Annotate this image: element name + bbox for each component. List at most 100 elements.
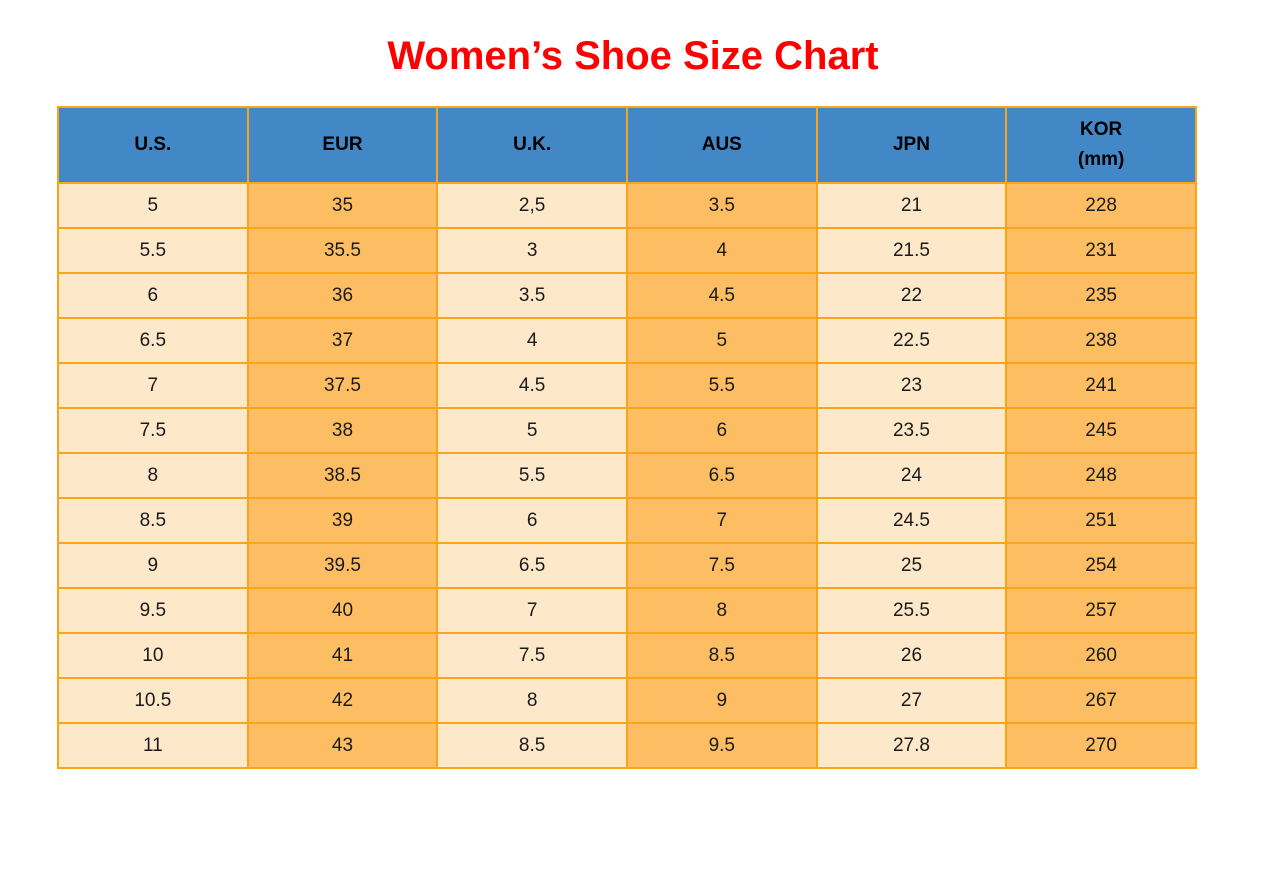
table-cell-us: 10 (57, 632, 249, 679)
table-cell-eur: 40 (246, 587, 439, 634)
table-cell-aus: 3.5 (625, 182, 818, 229)
table-row: 9.5 40 7 8 25.5 257 (57, 587, 1197, 634)
table-cell-eur: 39 (246, 497, 439, 544)
table-cell-eur: 35 (246, 182, 439, 229)
table-cell-jpn: 23.5 (815, 407, 1008, 454)
table-cell-jpn: 27 (815, 677, 1008, 724)
table-cell-uk: 5 (436, 407, 628, 454)
table-row: 8 38.5 5.5 6.5 24 248 (57, 452, 1197, 499)
column-header-kor-mm: KOR (mm) (1005, 106, 1197, 184)
column-header-aus: AUS (625, 106, 818, 184)
shoe-size-table: U.S. EUR U.K. AUS JPN KOR (mm) 5 35 2,5 3.5 21 228… (57, 106, 1197, 769)
table-cell-us: 5.5 (57, 227, 249, 274)
table-cell-us: 11 (57, 722, 249, 769)
table-cell-uk: 3.5 (436, 272, 628, 319)
table-cell-uk: 5.5 (436, 452, 628, 499)
table-cell-aus: 4.5 (625, 272, 818, 319)
table-row: 10 41 7.5 8.5 26 260 (57, 632, 1197, 679)
table-cell-uk: 4 (436, 317, 628, 364)
table-cell-us: 6 (57, 272, 249, 319)
table-cell-eur: 42 (246, 677, 439, 724)
table-cell-uk: 8.5 (436, 722, 628, 769)
table-cell-uk: 2,5 (436, 182, 628, 229)
table-row: 6 36 3.5 4.5 22 235 (57, 272, 1197, 319)
table-cell-jpn: 22 (815, 272, 1008, 319)
table-cell-aus: 5.5 (625, 362, 818, 409)
table-cell-us: 10.5 (57, 677, 249, 724)
table-cell-aus: 9 (625, 677, 818, 724)
table-cell-kor-mm: 260 (1005, 632, 1197, 679)
table-row: 10.5 42 8 9 27 267 (57, 677, 1197, 724)
table-header: U.S. EUR U.K. AUS JPN KOR (mm) (57, 106, 1197, 184)
table-cell-kor-mm: 248 (1005, 452, 1197, 499)
table-cell-jpn: 25.5 (815, 587, 1008, 634)
table-cell-eur: 37 (246, 317, 439, 364)
table-cell-kor-mm: 238 (1005, 317, 1197, 364)
table-cell-jpn: 24.5 (815, 497, 1008, 544)
table-cell-eur: 43 (246, 722, 439, 769)
table-cell-aus: 8.5 (625, 632, 818, 679)
table-cell-kor-mm: 231 (1005, 227, 1197, 274)
table-row: 8.5 39 6 7 24.5 251 (57, 497, 1197, 544)
table-row: 9 39.5 6.5 7.5 25 254 (57, 542, 1197, 589)
table-row: 5.5 35.5 3 4 21.5 231 (57, 227, 1197, 274)
table-cell-jpn: 21 (815, 182, 1008, 229)
table-cell-aus: 7 (625, 497, 818, 544)
table-cell-us: 8.5 (57, 497, 249, 544)
page-title: Women’s Shoe Size Chart (387, 34, 879, 78)
table-cell-eur: 38.5 (246, 452, 439, 499)
table-cell-kor-mm: 228 (1005, 182, 1197, 229)
table-cell-eur: 41 (246, 632, 439, 679)
table-cell-eur: 37.5 (246, 362, 439, 409)
table-cell-aus: 4 (625, 227, 818, 274)
table-row: 6.5 37 4 5 22.5 238 (57, 317, 1197, 364)
table-cell-uk: 3 (436, 227, 628, 274)
table-cell-us: 7.5 (57, 407, 249, 454)
table-cell-kor-mm: 241 (1005, 362, 1197, 409)
column-header-jpn: JPN (815, 106, 1008, 184)
table-cell-us: 6.5 (57, 317, 249, 364)
table-cell-kor-mm: 270 (1005, 722, 1197, 769)
column-header-us: U.S. (57, 106, 249, 184)
table-row: 11 43 8.5 9.5 27.8 270 (57, 722, 1197, 769)
table-cell-kor-mm: 257 (1005, 587, 1197, 634)
table-cell-eur: 35.5 (246, 227, 439, 274)
table-cell-aus: 6 (625, 407, 818, 454)
table-cell-jpn: 25 (815, 542, 1008, 589)
table-cell-us: 5 (57, 182, 249, 229)
table-cell-us: 8 (57, 452, 249, 499)
column-header-eur: EUR (246, 106, 439, 184)
table-body: 5 35 2,5 3.5 21 228 5.5 35.5 3 4 21.5 231 6 36 3.5 4.5 2… (57, 182, 1197, 769)
table-cell-us: 9.5 (57, 587, 249, 634)
table-cell-kor-mm: 254 (1005, 542, 1197, 589)
table-cell-uk: 8 (436, 677, 628, 724)
table-cell-eur: 39.5 (246, 542, 439, 589)
page: Women’s Shoe Size Chart U.S. EUR U.K. AUS JP… (0, 33, 1266, 769)
table-cell-us: 7 (57, 362, 249, 409)
table-cell-kor-mm: 235 (1005, 272, 1197, 319)
table-cell-aus: 6.5 (625, 452, 818, 499)
table-row: 7 37.5 4.5 5.5 23 241 (57, 362, 1197, 409)
table-row: 5 35 2,5 3.5 21 228 (57, 182, 1197, 229)
table-cell-jpn: 26 (815, 632, 1008, 679)
table-cell-kor-mm: 245 (1005, 407, 1197, 454)
table-cell-jpn: 24 (815, 452, 1008, 499)
table-cell-us: 9 (57, 542, 249, 589)
table-cell-uk: 6.5 (436, 542, 628, 589)
table-cell-uk: 7 (436, 587, 628, 634)
table-cell-uk: 6 (436, 497, 628, 544)
table-cell-jpn: 27.8 (815, 722, 1008, 769)
table-cell-jpn: 23 (815, 362, 1008, 409)
table-cell-uk: 4.5 (436, 362, 628, 409)
table-row: 7.5 38 5 6 23.5 245 (57, 407, 1197, 454)
table-cell-jpn: 21.5 (815, 227, 1008, 274)
table-cell-eur: 38 (246, 407, 439, 454)
table-cell-kor-mm: 267 (1005, 677, 1197, 724)
table-cell-uk: 7.5 (436, 632, 628, 679)
table-cell-aus: 8 (625, 587, 818, 634)
table-cell-aus: 9.5 (625, 722, 818, 769)
column-header-uk: U.K. (436, 106, 628, 184)
header-row: U.S. EUR U.K. AUS JPN KOR (mm) (57, 106, 1197, 184)
table-cell-aus: 7.5 (625, 542, 818, 589)
table-cell-jpn: 22.5 (815, 317, 1008, 364)
